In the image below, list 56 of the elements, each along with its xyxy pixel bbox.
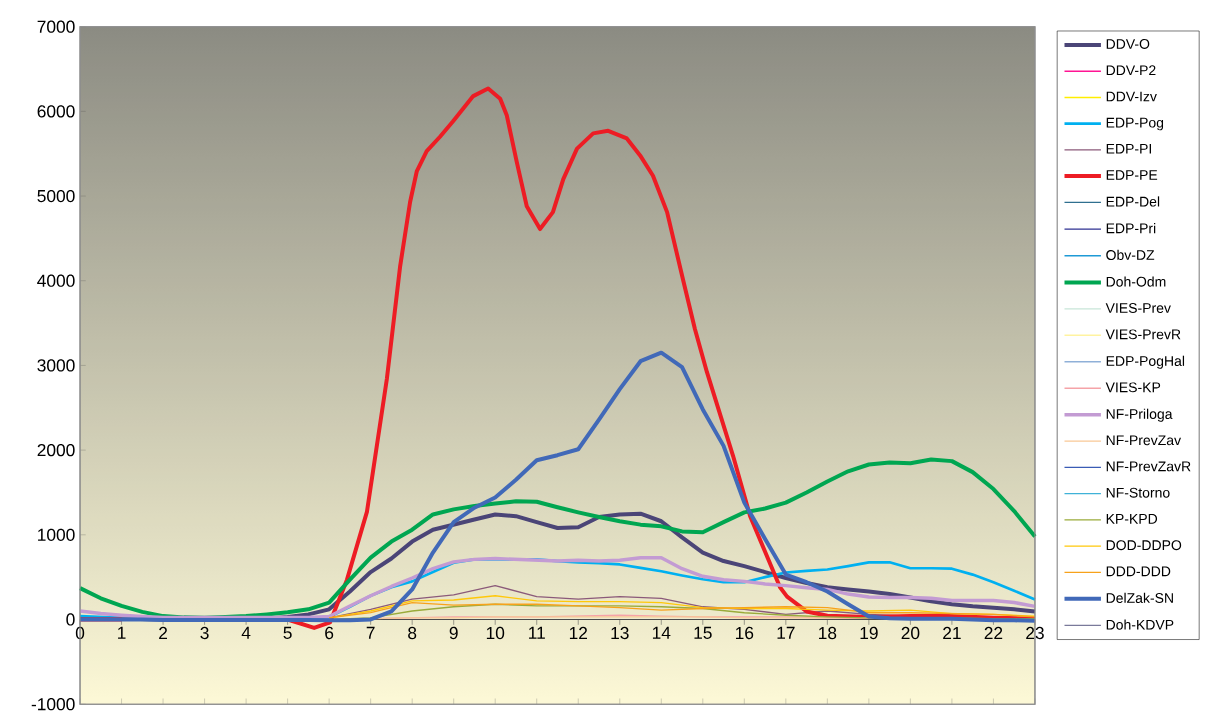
x-tick-label: 7 [366, 627, 375, 640]
x-tick-label: 16 [735, 627, 754, 640]
x-tick-label: 12 [569, 627, 588, 640]
legend-label: EDP-PI [1106, 144, 1151, 154]
legend-label: KP-KPD [1106, 514, 1158, 524]
x-tick-label: 11 [529, 627, 545, 640]
y-tick-label: 0 [66, 613, 75, 626]
legend-label: VIES-KP [1105, 382, 1161, 393]
legend-label: DDV-P2 [1106, 65, 1156, 76]
legend-label: DOD-DDPO [1106, 540, 1182, 551]
y-tick-label: 4000 [37, 274, 75, 288]
legend-label: EDP-Pri [1106, 223, 1156, 234]
x-tick-label: 0 [75, 627, 85, 640]
x-tick-label: 19 [860, 627, 878, 640]
legend-label: DDV-O [1106, 39, 1150, 50]
y-tick-label: 2000 [37, 444, 75, 457]
x-tick-label: 21 [943, 627, 961, 640]
legend-label: DDD-DDD [1106, 566, 1171, 577]
y-tick-label: 7000 [37, 20, 75, 34]
x-tick-label: 3 [200, 627, 209, 640]
x-tick-label: 22 [984, 627, 1003, 640]
x-tick-label: 6 [325, 627, 334, 640]
x-tick-label: 17 [777, 627, 795, 640]
x-tick-label: 1 [118, 627, 126, 640]
legend-label: EDP-Del [1106, 196, 1160, 207]
x-tick-label: 2 [159, 627, 168, 640]
x-tick-label: 23 [1026, 627, 1044, 640]
legend-label: EDP-Pog [1106, 118, 1164, 131]
legend-label: Doh-KDVP [1106, 619, 1174, 630]
legend-label: VIES-PrevR [1105, 329, 1181, 340]
legend-label: NF-PrevZavR [1106, 461, 1191, 472]
y-tick-label: 1000 [38, 528, 75, 542]
legend-label: DDV-Izv [1106, 91, 1157, 102]
x-tick-label: 4 [241, 627, 251, 640]
x-tick-label: 8 [408, 627, 417, 640]
y-tick-label: 6000 [37, 105, 75, 118]
legend-label: NF-Priloga [1106, 408, 1173, 422]
x-tick-label: 10 [486, 627, 505, 640]
legend-label: NF-PrevZav [1106, 435, 1182, 446]
x-tick-label: 9 [449, 627, 458, 640]
legend-label: Obv-DZ [1106, 249, 1155, 261]
legend-label: NF-Storno [1106, 487, 1170, 498]
legend-label: VIES-Prev [1105, 303, 1171, 314]
x-tick-label: 20 [901, 627, 920, 640]
y-tick-label: -1000 [31, 698, 75, 711]
legend-label: Doh-Odm [1106, 276, 1166, 287]
x-tick-label: 5 [283, 627, 292, 640]
legend-label: DelZak-SN [1106, 592, 1173, 604]
legend-label: EDP-PE [1106, 170, 1158, 181]
x-tick-label: 14 [652, 627, 671, 640]
y-tick-label: 5000 [37, 190, 75, 203]
legend-label: EDP-PogHal [1106, 355, 1185, 369]
x-tick-label: 15 [694, 627, 712, 640]
y-tick-label: 3000 [37, 359, 75, 372]
x-tick-label: 18 [819, 627, 837, 640]
x-tick-label: 13 [611, 627, 629, 640]
